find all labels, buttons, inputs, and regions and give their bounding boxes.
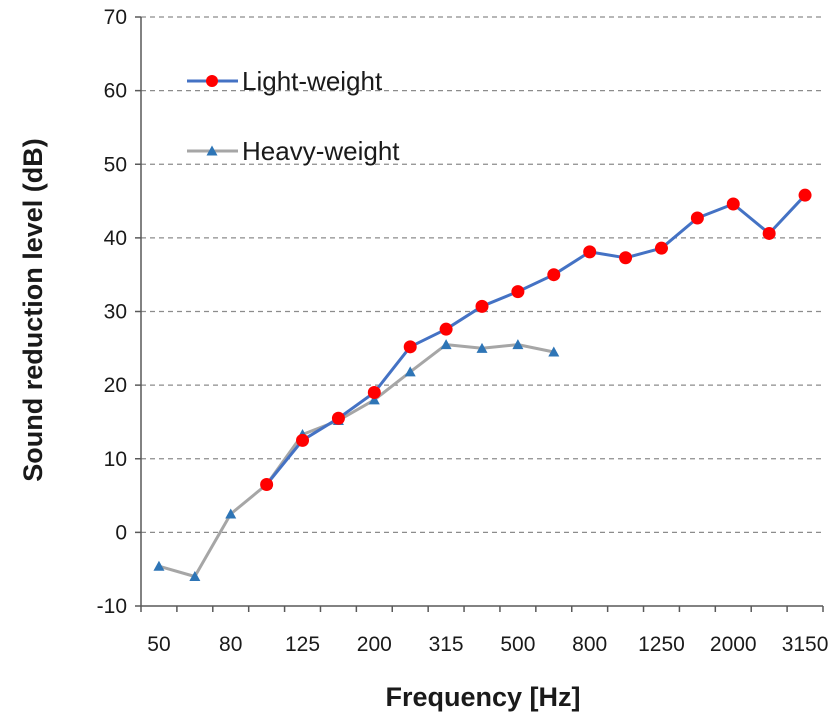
x-tick-label-2000: 2000 (710, 633, 757, 656)
legend: Light-weight Heavy-weight (187, 66, 400, 166)
data-point-heavy-weight-80 (225, 508, 237, 519)
x-tick-label-800: 800 (572, 633, 607, 656)
x-tick-label-80: 80 (219, 633, 242, 656)
y-tick-label-40: 40 (104, 227, 127, 250)
y-tick-label-30: 30 (104, 301, 127, 324)
gridlines (141, 16, 823, 533)
x-tick-label-200: 200 (357, 633, 392, 656)
axes (135, 16, 824, 612)
data-point-heavy-weight-250 (404, 366, 416, 377)
data-point-heavy-weight-63 (189, 571, 201, 582)
data-point-light-weight-125 (296, 433, 310, 447)
data-point-heavy-weight-315 (440, 339, 452, 350)
legend-heavy-weight-marker (206, 145, 218, 156)
x-tick-label-50: 50 (147, 633, 170, 656)
data-point-light-weight-2000 (726, 197, 740, 211)
data-point-light-weight-400 (475, 299, 489, 313)
data-point-light-weight-315 (439, 322, 453, 336)
x-tick-label-315: 315 (429, 633, 464, 656)
data-point-light-weight-1250 (654, 241, 668, 255)
legend-light-weight-marker (206, 75, 218, 87)
data-point-light-weight-100 (260, 478, 274, 492)
legend-heavy-weight-label: Heavy-weight (242, 136, 400, 166)
data-point-light-weight-2500 (762, 226, 776, 240)
y-tick-label-70: 70 (104, 6, 127, 29)
data-point-heavy-weight-200 (368, 394, 380, 405)
data-point-light-weight-500 (511, 285, 525, 299)
x-tick-label-125: 125 (285, 633, 320, 656)
data-point-heavy-weight-50 (153, 560, 165, 571)
legend-light-weight-label: Light-weight (242, 66, 383, 96)
data-point-heavy-weight-500 (512, 339, 524, 350)
series (153, 188, 812, 582)
y-tick-labels: -10 0 10 20 30 40 50 60 70 (97, 6, 127, 618)
y-tick-label-10: 10 (104, 448, 127, 471)
data-point-light-weight-1000 (619, 251, 633, 265)
y-tick-label-60: 60 (104, 80, 127, 103)
series-line-light-weight (265, 194, 807, 486)
x-tick-label-1250: 1250 (638, 633, 685, 656)
data-point-heavy-weight-630 (548, 346, 560, 357)
data-point-heavy-weight-400 (476, 342, 488, 353)
series-line-heavy-weight (158, 343, 555, 578)
x-tick-label-3150: 3150 (782, 633, 829, 656)
y-tick-label-10: -10 (97, 595, 127, 618)
series-light-weight (260, 188, 812, 492)
y-axis-title: Sound reduction level (dB) (18, 138, 48, 482)
x-tick-label-500: 500 (500, 633, 535, 656)
data-point-light-weight-3150 (798, 188, 812, 202)
data-point-light-weight-200 (367, 385, 381, 399)
y-tick-label-50: 50 (104, 153, 127, 176)
series-heavy-weight (153, 339, 560, 582)
y-tick-label-0: 0 (115, 521, 127, 544)
data-point-light-weight-630 (547, 268, 561, 282)
x-axis-title: Frequency [Hz] (385, 682, 580, 712)
x-tick-labels: 50 80 125 200 315 500 800 1250 2000 3150 (147, 633, 828, 656)
y-tick-label-20: 20 (104, 374, 127, 397)
data-point-light-weight-160 (331, 411, 345, 425)
data-point-light-weight-250 (403, 340, 417, 354)
data-point-light-weight-800 (583, 245, 597, 259)
data-point-light-weight-1600 (690, 211, 704, 225)
